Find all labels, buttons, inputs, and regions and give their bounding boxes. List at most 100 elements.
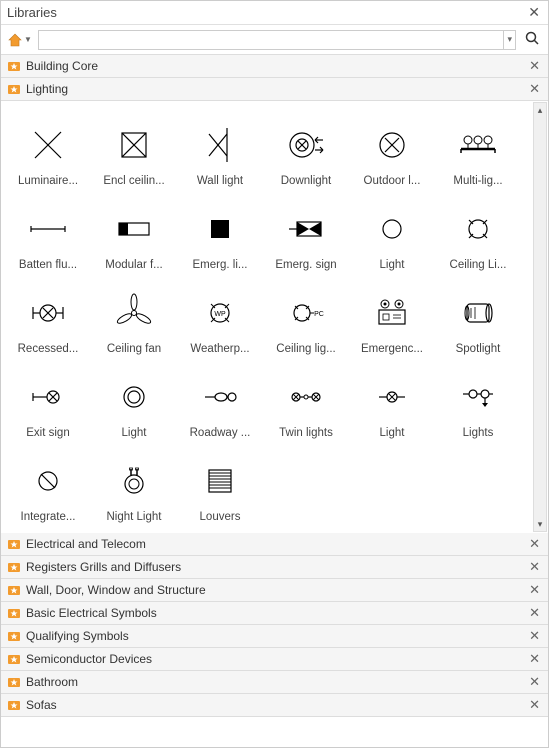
- symbol-label: Light: [351, 427, 433, 439]
- folder-icon: [7, 537, 21, 551]
- symbol-label: Ceiling Li...: [437, 259, 519, 271]
- emergency-icon: [368, 289, 416, 337]
- wall-light-icon: [196, 121, 244, 169]
- symbol-night-light[interactable]: Night Light: [91, 445, 177, 527]
- folder-icon: [7, 652, 21, 666]
- symbol-label: Roadway ...: [179, 427, 261, 439]
- section-qualifying[interactable]: Qualifying Symbols ✕: [1, 624, 548, 648]
- section-title: Bathroom: [26, 675, 522, 689]
- symbol-label: Light: [351, 259, 433, 271]
- section-basic-electrical[interactable]: Basic Electrical Symbols ✕: [1, 601, 548, 625]
- symbol-luminaire[interactable]: Luminaire...: [5, 109, 91, 191]
- symbol-ceiling-light[interactable]: Ceiling Li...: [435, 193, 521, 275]
- symbol-exit-sign[interactable]: Exit sign: [5, 361, 91, 443]
- folder-icon: [7, 698, 21, 712]
- home-icon: [7, 32, 23, 48]
- search-button[interactable]: [520, 28, 544, 51]
- symbol-emergency[interactable]: Emergenc...: [349, 277, 435, 359]
- ceiling-light-pc-icon: PC: [282, 289, 330, 337]
- symbol-ceiling-fan[interactable]: Ceiling fan: [91, 277, 177, 359]
- modular-icon: [110, 205, 158, 253]
- light-ring-icon: [110, 373, 158, 421]
- section-building-core[interactable]: Building Core ✕: [1, 54, 548, 78]
- symbol-emerg-light[interactable]: Emerg. li...: [177, 193, 263, 275]
- symbol-roadway[interactable]: Roadway ...: [177, 361, 263, 443]
- home-button[interactable]: ▼: [5, 30, 34, 50]
- symbol-light-single[interactable]: Light: [349, 361, 435, 443]
- search-dropdown-button[interactable]: ▾: [504, 30, 516, 50]
- symbol-light-circle[interactable]: Light: [349, 193, 435, 275]
- luminaire-icon: [24, 121, 72, 169]
- section-title: Electrical and Telecom: [26, 537, 522, 551]
- section-semiconductor[interactable]: Semiconductor Devices ✕: [1, 647, 548, 671]
- section-close-button[interactable]: ✕: [527, 559, 542, 575]
- section-wall-door[interactable]: Wall, Door, Window and Structure ✕: [1, 578, 548, 602]
- section-close-button[interactable]: ✕: [527, 674, 542, 690]
- symbol-label: Downlight: [265, 175, 347, 187]
- search-input[interactable]: [38, 30, 505, 50]
- folder-icon: [7, 560, 21, 574]
- section-registers[interactable]: Registers Grills and Diffusers ✕: [1, 555, 548, 579]
- section-close-button[interactable]: ✕: [527, 582, 542, 598]
- symbol-emerg-sign[interactable]: Emerg. sign: [263, 193, 349, 275]
- light-circle-icon: [368, 205, 416, 253]
- section-lighting[interactable]: Lighting ✕: [1, 77, 548, 101]
- symbol-label: Luminaire...: [7, 175, 89, 187]
- symbol-downlight[interactable]: Downlight: [263, 109, 349, 191]
- section-close-button[interactable]: ✕: [527, 536, 542, 552]
- symbol-ceiling-light-pc[interactable]: PC Ceiling lig...: [263, 277, 349, 359]
- symbol-recessed[interactable]: Recessed...: [5, 277, 91, 359]
- symbol-label: Integrate...: [7, 511, 89, 523]
- symbol-louvers[interactable]: Louvers: [177, 445, 263, 527]
- symbol-label: Night Light: [93, 511, 175, 523]
- symbol-encl-ceiling[interactable]: Encl ceilin...: [91, 109, 177, 191]
- section-close-button[interactable]: ✕: [527, 651, 542, 667]
- symbol-lights-arrow[interactable]: Lights: [435, 361, 521, 443]
- symbol-label: Encl ceilin...: [93, 175, 175, 187]
- symbol-weatherproof[interactable]: WP Weatherp...: [177, 277, 263, 359]
- section-electrical-telecom[interactable]: Electrical and Telecom ✕: [1, 532, 548, 556]
- symbol-spotlight[interactable]: Spotlight: [435, 277, 521, 359]
- section-bathroom[interactable]: Bathroom ✕: [1, 670, 548, 694]
- scroll-down-button[interactable]: ▾: [534, 517, 546, 531]
- section-close-button[interactable]: ✕: [527, 628, 542, 644]
- encl-ceiling-icon: [110, 121, 158, 169]
- symbol-label: Recessed...: [7, 343, 89, 355]
- section-close-button[interactable]: ✕: [527, 58, 542, 74]
- symbol-label: Emerg. sign: [265, 259, 347, 271]
- scrollbar[interactable]: ▴ ▾: [533, 102, 547, 532]
- symbol-integrate[interactable]: Integrate...: [5, 445, 91, 527]
- scroll-up-button[interactable]: ▴: [534, 103, 546, 117]
- emerg-light-icon: [196, 205, 244, 253]
- symbol-multi-light[interactable]: Multi-lig...: [435, 109, 521, 191]
- section-title: Wall, Door, Window and Structure: [26, 583, 522, 597]
- section-title: Sofas: [26, 698, 522, 712]
- section-close-button[interactable]: ✕: [527, 81, 542, 97]
- downlight-icon: [282, 121, 330, 169]
- symbol-label: Multi-lig...: [437, 175, 519, 187]
- ceiling-fan-icon: [110, 289, 158, 337]
- panel-close-button[interactable]: ✕: [526, 4, 542, 21]
- weatherproof-icon: WP: [196, 289, 244, 337]
- recessed-icon: [24, 289, 72, 337]
- symbol-label: Light: [93, 427, 175, 439]
- symbol-modular-f[interactable]: Modular f...: [91, 193, 177, 275]
- search-row: ▼ ▾: [1, 25, 548, 55]
- symbol-label: Ceiling fan: [93, 343, 175, 355]
- symbol-label: Louvers: [179, 511, 261, 523]
- section-sofas[interactable]: Sofas ✕: [1, 693, 548, 717]
- multi-light-icon: [454, 121, 502, 169]
- symbol-outdoor-light[interactable]: Outdoor l...: [349, 109, 435, 191]
- symbol-wall-light[interactable]: Wall light: [177, 109, 263, 191]
- symbol-label: Ceiling lig...: [265, 343, 347, 355]
- section-close-button[interactable]: ✕: [527, 605, 542, 621]
- symbol-batten-flu[interactable]: Batten flu...: [5, 193, 91, 275]
- symbol-label: Wall light: [179, 175, 261, 187]
- svg-text:WP: WP: [214, 311, 226, 318]
- symbol-light-ring[interactable]: Light: [91, 361, 177, 443]
- section-title: Lighting: [26, 82, 522, 96]
- symbol-twin-lights[interactable]: Twin lights: [263, 361, 349, 443]
- section-close-button[interactable]: ✕: [527, 697, 542, 713]
- folder-icon: [7, 675, 21, 689]
- symbol-label: Lights: [437, 427, 519, 439]
